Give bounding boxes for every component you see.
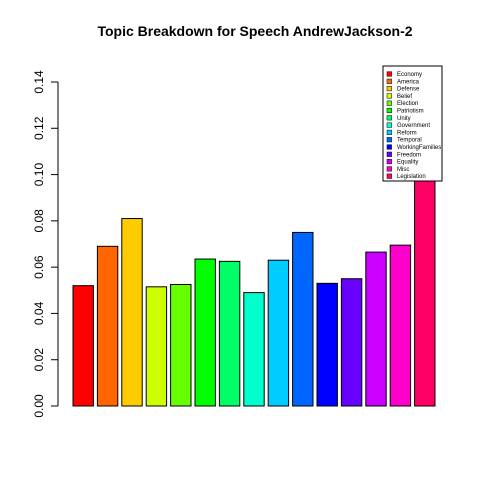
legend-label: Unity bbox=[397, 116, 411, 122]
y-tick-label: 0.10 bbox=[32, 163, 46, 187]
legend-swatch bbox=[386, 173, 392, 179]
legend-swatch bbox=[386, 107, 392, 114]
legend-label: Equality bbox=[397, 160, 418, 166]
legend-swatch bbox=[386, 78, 392, 84]
bar-equality bbox=[365, 251, 387, 407]
legend-label: Election bbox=[397, 101, 418, 107]
legend-label: Freedom bbox=[397, 152, 421, 158]
legend-label: Government bbox=[397, 123, 430, 129]
bar-patriotism bbox=[194, 258, 216, 407]
bar-economy bbox=[72, 285, 94, 407]
legend-swatch bbox=[386, 122, 392, 128]
chart-title: Topic Breakdown for Speech AndrewJackson… bbox=[97, 23, 412, 39]
legend-swatch bbox=[386, 144, 392, 150]
legend-swatch bbox=[386, 93, 392, 99]
bar-government bbox=[243, 292, 265, 407]
legend-swatch bbox=[386, 86, 392, 92]
legend-label: Reform bbox=[397, 130, 417, 136]
bar-legislation bbox=[414, 157, 436, 407]
legend-swatch bbox=[386, 166, 392, 172]
legend-label: Economy bbox=[397, 72, 422, 78]
y-tick-label: 0.04 bbox=[32, 301, 46, 325]
y-tick-label: 0.14 bbox=[32, 70, 46, 94]
bar-misc bbox=[389, 244, 412, 407]
legend-label: Legislation bbox=[397, 174, 426, 180]
legend-swatch bbox=[386, 159, 392, 165]
bar-unity bbox=[218, 260, 241, 407]
y-tick-label: 0.02 bbox=[32, 348, 46, 372]
bar-america bbox=[96, 245, 119, 407]
legend-label: Misc bbox=[397, 167, 409, 173]
bar-freedom bbox=[340, 278, 363, 407]
legend-swatch bbox=[386, 151, 392, 157]
y-tick-label: 0.08 bbox=[32, 209, 46, 233]
legend-label: America bbox=[397, 79, 420, 85]
legend-swatch bbox=[386, 100, 392, 106]
legend-label: Belief bbox=[397, 94, 412, 100]
legend-swatch bbox=[386, 129, 392, 135]
bars bbox=[72, 157, 436, 407]
bar-election bbox=[170, 284, 192, 407]
y-tick-label: 0.06 bbox=[32, 255, 46, 279]
bar-workingfamilies bbox=[316, 282, 338, 407]
bar-belief bbox=[145, 286, 168, 407]
legend-label: Patriotism bbox=[397, 109, 424, 115]
bar-reform bbox=[267, 259, 290, 407]
legend-label: Defense bbox=[397, 87, 420, 93]
legend-swatch bbox=[386, 137, 392, 143]
legend-label: Temporal bbox=[397, 138, 422, 144]
y-tick-label: 0.12 bbox=[32, 116, 46, 140]
bar-defense bbox=[121, 218, 143, 407]
legend-swatch bbox=[386, 71, 392, 77]
legend-box bbox=[382, 65, 443, 182]
bar-temporal bbox=[292, 231, 314, 407]
y-tick-label: 0.00 bbox=[32, 394, 46, 418]
y-axis: 0.00 0.02 0.04 0.06 0.08 0.10 0.12 0.14 bbox=[32, 70, 59, 418]
legend-label: WorkingFamilies bbox=[397, 145, 441, 151]
legend-swatch bbox=[386, 115, 392, 121]
